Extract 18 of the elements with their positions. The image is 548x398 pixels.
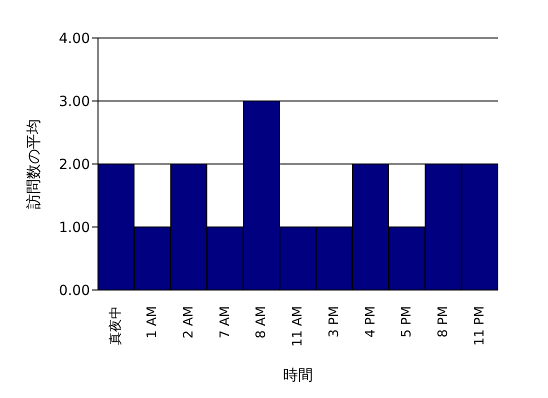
x-axis-title: 時間 xyxy=(283,366,313,384)
x-tick-label: 8 PM xyxy=(436,306,452,338)
x-tick-label: 1 AM xyxy=(145,306,160,339)
x-tick-label: 4 PM xyxy=(363,306,378,338)
y-tick-label: 0.00 xyxy=(58,282,90,299)
x-tick-label: 真夜中 xyxy=(108,306,124,345)
y-tick-label: 3.00 xyxy=(58,94,90,110)
x-tick-label: 11 PM xyxy=(472,306,488,346)
y-tick-label: 1.00 xyxy=(58,220,90,236)
x-tick-label: 8 AM xyxy=(254,306,270,339)
y-tick-label: 4.00 xyxy=(58,30,90,47)
y-tick-label: 2.00 xyxy=(58,156,90,173)
x-tick-label: 11 AM xyxy=(290,306,306,347)
x-tick-label: 2 AM xyxy=(181,306,196,339)
x-tick-label: 7 AM xyxy=(218,306,233,339)
y-axis-title: 訪問数の平均 xyxy=(24,119,42,209)
x-tick-label: 3 PM xyxy=(326,306,342,338)
x-tick-label: 5 PM xyxy=(400,306,415,338)
